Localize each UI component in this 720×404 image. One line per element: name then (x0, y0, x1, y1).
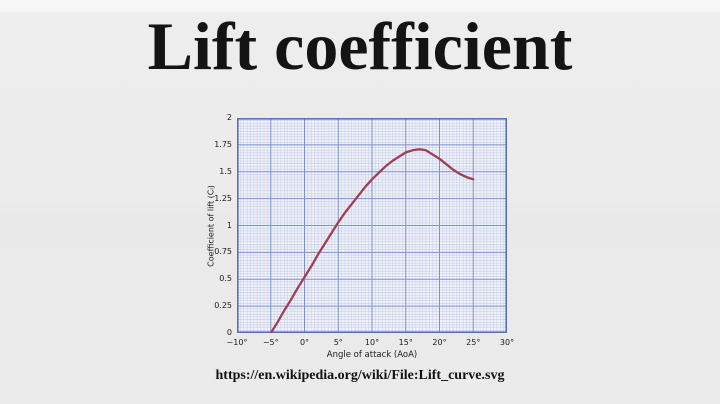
x-tick-label: −10° (226, 338, 248, 347)
y-tick-label: 0 (226, 328, 232, 337)
x-tick-label: 0° (299, 338, 310, 347)
grid-major (237, 118, 507, 333)
y-tick-label: 1.5 (219, 166, 232, 176)
lift-curve-svg (237, 118, 507, 333)
x-tick-label: 15° (398, 338, 413, 347)
y-tick-label: 0.25 (214, 301, 232, 311)
source-url: https://en.wikipedia.org/wiki/File:Lift_… (215, 368, 505, 383)
x-tick-label: 20° (432, 338, 447, 347)
y-tick-label: 1.75 (214, 139, 232, 149)
y-tick-label: 1 (226, 220, 232, 230)
x-tick-label: 30° (499, 338, 515, 347)
y-tick-label: 0.75 (214, 247, 232, 257)
x-tick-label: 5° (333, 338, 343, 347)
y-tick-label: 1.25 (214, 193, 232, 203)
plot-area (237, 118, 507, 333)
plot-border (237, 118, 507, 333)
x-axis-title: Angle of attack (AoA) (326, 350, 418, 360)
y-tick-label: 0.5 (219, 274, 232, 284)
x-tick-label: 25° (466, 338, 481, 347)
curve-path (269, 148, 475, 333)
x-tick-label: −5° (262, 338, 279, 347)
y-tick-label: 2 (226, 113, 232, 122)
x-tick-label: 10° (364, 338, 380, 347)
page-title: Lift coefficient (147, 8, 573, 84)
